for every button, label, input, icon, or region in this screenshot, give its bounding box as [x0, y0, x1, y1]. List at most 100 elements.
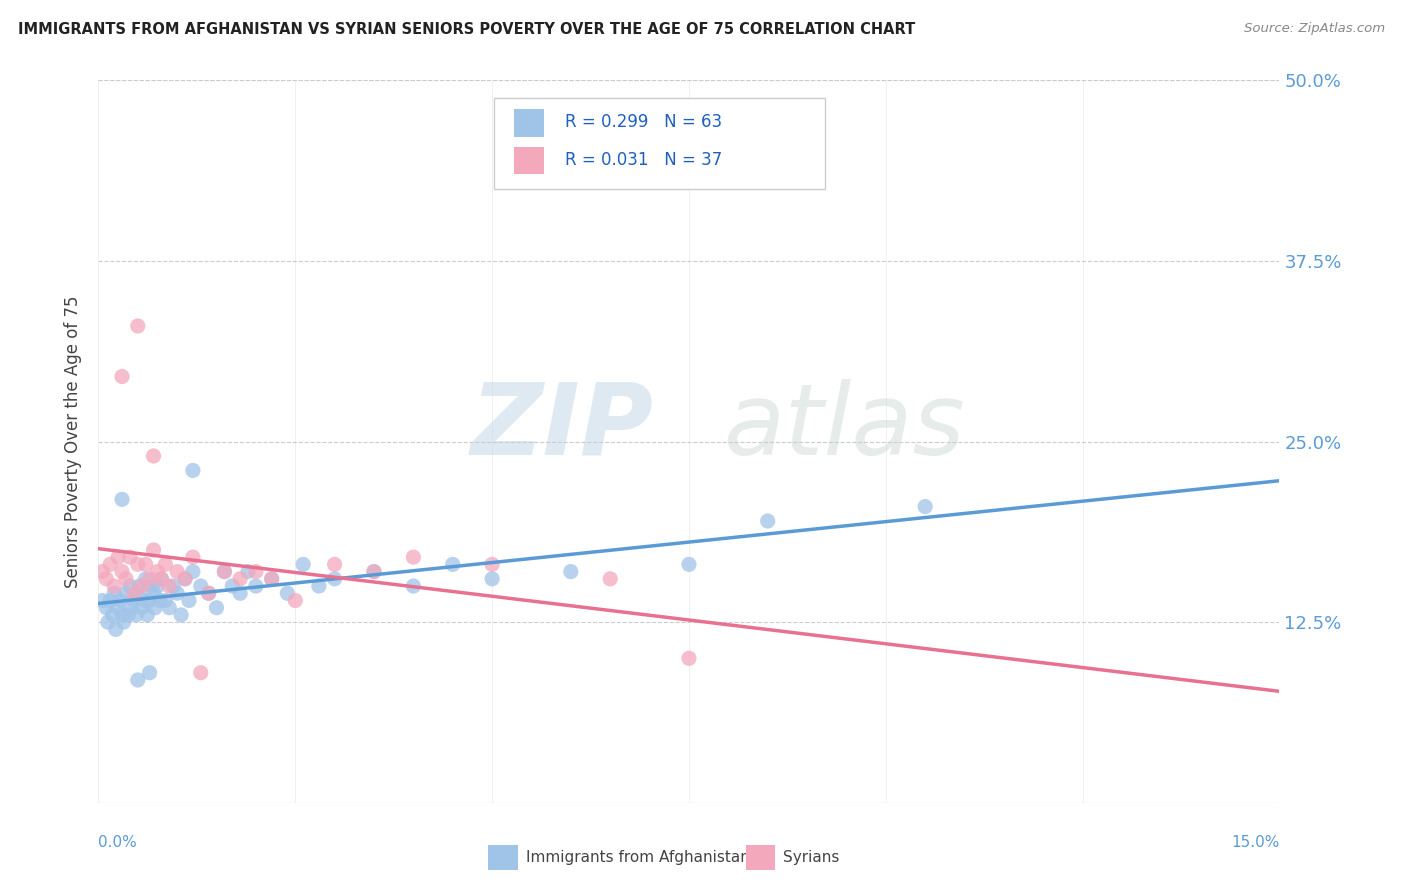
Point — [143, 600, 166, 615]
Point — [284, 593, 307, 607]
Point — [115, 586, 138, 600]
Point — [162, 579, 184, 593]
Point — [117, 607, 139, 622]
Point — [756, 514, 779, 528]
Point — [441, 558, 464, 572]
Point — [132, 593, 155, 607]
Point — [115, 572, 138, 586]
Point — [96, 572, 118, 586]
Point — [292, 558, 315, 572]
Point — [118, 550, 141, 565]
Point — [118, 579, 141, 593]
Point — [121, 600, 143, 615]
Point — [141, 579, 163, 593]
Point — [155, 558, 177, 572]
Point — [229, 586, 252, 600]
Point — [481, 558, 503, 572]
Point — [260, 572, 283, 586]
Text: R = 0.299   N = 63: R = 0.299 N = 63 — [565, 113, 723, 131]
FancyBboxPatch shape — [488, 846, 517, 870]
Point — [104, 623, 127, 637]
Point — [110, 593, 132, 607]
Point — [138, 593, 160, 607]
Point — [107, 550, 129, 565]
Point — [678, 558, 700, 572]
Text: Syrians: Syrians — [783, 850, 839, 865]
Point — [599, 572, 621, 586]
FancyBboxPatch shape — [515, 147, 544, 174]
Point — [146, 579, 169, 593]
Point — [150, 572, 173, 586]
Point — [914, 500, 936, 514]
Point — [101, 607, 124, 622]
Point — [128, 579, 150, 593]
Point — [166, 565, 188, 579]
Point — [560, 565, 582, 579]
Point — [111, 565, 134, 579]
Point — [157, 600, 180, 615]
Text: R = 0.031   N = 37: R = 0.031 N = 37 — [565, 151, 723, 169]
FancyBboxPatch shape — [745, 846, 775, 870]
Point — [91, 565, 114, 579]
Point — [678, 651, 700, 665]
Point — [229, 572, 252, 586]
Point — [197, 586, 219, 600]
Point — [190, 665, 212, 680]
Point — [166, 586, 188, 600]
Point — [205, 600, 228, 615]
Point — [214, 565, 236, 579]
FancyBboxPatch shape — [515, 109, 544, 136]
Point — [481, 572, 503, 586]
Point — [98, 593, 121, 607]
Point — [214, 565, 236, 579]
Point — [107, 600, 129, 615]
Point — [122, 593, 145, 607]
Text: atlas: atlas — [724, 378, 966, 475]
Point — [91, 593, 114, 607]
Point — [127, 318, 149, 333]
Point — [138, 665, 160, 680]
Point — [125, 607, 148, 622]
Point — [402, 550, 425, 565]
Text: IMMIGRANTS FROM AFGHANISTAN VS SYRIAN SENIORS POVERTY OVER THE AGE OF 75 CORRELA: IMMIGRANTS FROM AFGHANISTAN VS SYRIAN SE… — [18, 22, 915, 37]
Text: 0.0%: 0.0% — [98, 835, 138, 850]
Point — [146, 565, 169, 579]
Point — [150, 572, 173, 586]
Point — [221, 579, 243, 593]
Point — [181, 550, 204, 565]
Point — [177, 593, 200, 607]
Point — [131, 579, 153, 593]
Point — [127, 673, 149, 687]
Text: Immigrants from Afghanistan: Immigrants from Afghanistan — [526, 850, 749, 865]
Text: 15.0%: 15.0% — [1232, 835, 1279, 850]
Point — [135, 572, 157, 586]
Point — [138, 572, 160, 586]
Point — [111, 492, 134, 507]
Point — [127, 558, 149, 572]
Point — [103, 579, 125, 593]
Point — [190, 579, 212, 593]
Point — [323, 558, 346, 572]
Point — [276, 586, 298, 600]
Point — [136, 607, 159, 622]
Point — [111, 607, 134, 622]
Text: Source: ZipAtlas.com: Source: ZipAtlas.com — [1244, 22, 1385, 36]
Point — [174, 572, 197, 586]
Point — [363, 565, 385, 579]
Point — [96, 600, 118, 615]
Y-axis label: Seniors Poverty Over the Age of 75: Seniors Poverty Over the Age of 75 — [65, 295, 83, 588]
Point — [112, 615, 135, 630]
FancyBboxPatch shape — [494, 98, 825, 189]
Point — [131, 600, 153, 615]
Point — [127, 586, 149, 600]
Point — [157, 579, 180, 593]
Point — [308, 579, 330, 593]
Point — [402, 579, 425, 593]
Point — [197, 586, 219, 600]
Point — [142, 449, 165, 463]
Point — [97, 615, 120, 630]
Point — [181, 565, 204, 579]
Point — [236, 565, 259, 579]
Point — [135, 558, 157, 572]
Point — [170, 607, 193, 622]
